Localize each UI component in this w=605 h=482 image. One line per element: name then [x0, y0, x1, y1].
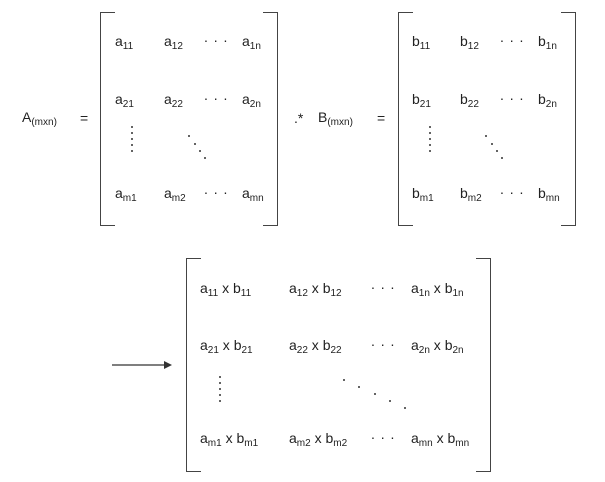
- matrix-b-cell: b11: [412, 33, 431, 52]
- diagonal-dot: [188, 135, 190, 137]
- matrix-b-label: B(mxn): [318, 109, 353, 128]
- arrow-right-icon: [112, 361, 172, 369]
- diagonal-dot: [358, 386, 360, 388]
- matrix-b-cell: b22: [460, 91, 479, 110]
- diagonal-dot: [199, 150, 201, 152]
- diagonal-dot: [496, 150, 498, 152]
- matrix-a-left-bracket: [100, 12, 115, 226]
- matrix-a-cell: a22: [164, 91, 183, 110]
- diagonal-dot: [389, 400, 391, 402]
- diagonal-dot: [194, 143, 196, 145]
- matrix-a-cell: amn: [242, 185, 264, 204]
- result-matrix-row-ellipsis: . . .: [371, 426, 396, 442]
- result-matrix-cell: a22 x b22: [289, 337, 342, 356]
- result-matrix-row-ellipsis: . . .: [371, 276, 396, 292]
- matrix-a-cell: am1: [115, 185, 137, 204]
- matrix-b-cell: b2n: [538, 91, 557, 110]
- result-matrix-left-bracket: [186, 258, 201, 472]
- result-matrix-cell: a12 x b12: [289, 280, 342, 299]
- matrix-b-cell: bm1: [412, 185, 434, 204]
- result-matrix-right-bracket: [476, 258, 491, 472]
- diagonal-dot: [374, 393, 376, 395]
- matrix-a-vdots: [131, 126, 133, 156]
- diagonal-dot: [343, 379, 345, 381]
- matrix-b-cell: b1n: [538, 33, 557, 52]
- matrix-a-cell: a11: [115, 33, 134, 52]
- matrix-b-row-ellipsis: . . .: [500, 87, 525, 103]
- matrix-b-vdots: [429, 126, 431, 156]
- result-matrix-vdots: [219, 376, 221, 406]
- equals-sign-1: =: [80, 110, 89, 126]
- matrix-b-cell: b21: [412, 91, 431, 110]
- result-matrix-cell: am2 x bm2: [289, 430, 348, 449]
- matrix-a-right-bracket: [263, 12, 278, 226]
- diagonal-dot: [204, 157, 206, 159]
- result-matrix-cell: a11 x b11: [200, 280, 252, 299]
- matrix-a-cell: a12: [164, 33, 183, 52]
- result-matrix-cell: a2n x b2n: [411, 337, 464, 356]
- result-matrix-cell: amn x bmn: [411, 430, 470, 449]
- result-matrix-cell: a1n x b1n: [411, 280, 464, 299]
- matrix-a-cell: am2: [164, 185, 186, 204]
- matrix-a-cell: a2n: [242, 91, 261, 110]
- equals-sign-2: =: [377, 110, 386, 126]
- matrix-a-row-ellipsis: . . .: [204, 181, 229, 197]
- matrix-b-cell: b12: [460, 33, 479, 52]
- result-matrix-row-ellipsis: . . .: [371, 333, 396, 349]
- diagonal-dot: [491, 143, 493, 145]
- matrix-b-row-ellipsis: . . .: [500, 181, 525, 197]
- matrix-b-cell: bmn: [538, 185, 560, 204]
- matrix-b-cell: bm2: [460, 185, 482, 204]
- matrix-a-cell: a1n: [242, 33, 261, 52]
- matrix-a-row-ellipsis: . . .: [204, 29, 229, 45]
- matrix-b-row-ellipsis: . . .: [500, 29, 525, 45]
- matrix-a-cell: a21: [115, 91, 134, 110]
- diagonal-dot: [501, 157, 503, 159]
- elementwise-operator: .*: [294, 110, 304, 126]
- matrix-b-left-bracket: [398, 12, 413, 226]
- matrix-b-right-bracket: [561, 12, 576, 226]
- matrix-a-label: A(mxn): [22, 109, 57, 128]
- diagonal-dot: [485, 135, 487, 137]
- matrix-a-row-ellipsis: . . .: [204, 87, 229, 103]
- result-matrix-cell: a21 x b21: [200, 337, 253, 356]
- result-matrix-cell: am1 x bm1: [200, 430, 259, 449]
- diagonal-dot: [404, 407, 406, 409]
